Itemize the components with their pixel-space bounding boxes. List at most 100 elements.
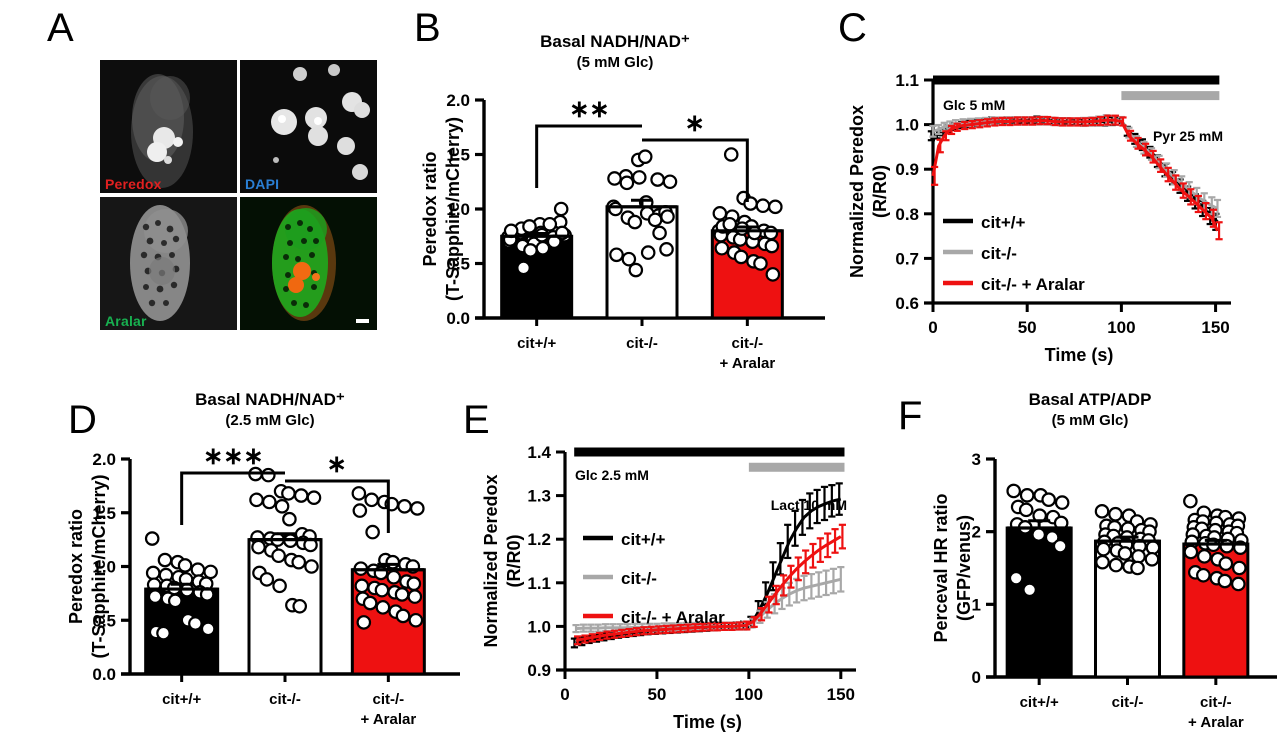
data-point [1108,557,1124,573]
panel-f-label: F [898,394,923,438]
data-point [291,554,307,570]
data-point [1008,570,1024,586]
data-point [1117,546,1133,561]
y-axis-title: Peredox ratio [66,509,86,624]
significance-bracket [535,124,642,188]
data-point [386,569,402,585]
y-tick-label: 1.2 [527,530,551,549]
y-tick-label: 0.6 [895,294,919,313]
data-point [188,616,203,631]
y-tick-label: 0.0 [446,309,470,328]
data-point [764,238,780,254]
data-point [274,499,290,514]
data-point [200,621,216,637]
data-point [1022,582,1037,598]
data-point [1144,551,1160,567]
y-tick-label: 2 [972,523,981,542]
data-point [1054,495,1070,510]
data-point [712,206,728,221]
panel-e-label: E [463,398,490,442]
y-tick-label: 0.5 [92,611,116,630]
data-point [621,251,637,267]
y-tick-label: 1.4 [527,443,551,462]
data-point [1006,483,1021,499]
data-point [1041,492,1056,507]
data-point [628,262,644,278]
panel-a-label: A [47,6,74,50]
data-point [608,201,623,217]
panel-d-title: Basal NADH/NAD⁺ [195,390,345,409]
data-point [747,225,762,241]
data-point [156,625,171,641]
y-tick-label: 1.5 [446,146,470,165]
y-tick-label: 1.1 [527,574,551,593]
treatment-bar-1 [748,462,845,472]
data-point [662,174,678,190]
category-label: cit+/+ [1020,694,1059,711]
data-point [157,552,173,568]
category-label: cit-/- [731,335,763,352]
significance-marker: ∗ [685,110,705,137]
aralar-mito-render [100,197,237,330]
category-label: cit-/- [372,691,404,708]
legend-label-1: cit-/- [981,244,1017,263]
data-point [374,582,390,598]
data-point [292,598,308,614]
micro-image-dapi: DAPI [240,60,377,193]
data-point [397,499,412,514]
micro-label-aralar: Aralar [105,313,147,329]
data-point [408,612,424,628]
data-point [733,249,749,265]
legend-label-2: cit-/- + Aralar [621,608,725,627]
data-point [637,149,653,164]
data-point [1095,554,1110,570]
svg-f-root: 0 1 2 3 cit+/+ cit-/- cit-/- + Aralar Perceval H… [931,450,1277,731]
y-axis-title-2: (R/R0) [504,534,524,587]
data-point [627,214,643,230]
x-tick-label: 50 [1018,318,1037,337]
data-point [753,256,768,271]
data-point [394,587,410,602]
y-tick-label: 0.0 [92,665,116,684]
data-point [1217,573,1233,589]
category-label-2: + Aralar [1188,714,1244,731]
data-point [660,209,675,224]
data-point [1130,560,1145,576]
data-point [395,608,411,624]
data-point [1231,576,1246,592]
data-point [650,172,665,187]
data-point [362,595,378,611]
category-label: cit+/+ [517,335,556,352]
data-point [406,576,422,591]
y-axis-title-2: (T-Sapphire/mCherry) [89,474,109,658]
data-point [714,240,730,256]
significance-marker: ∗∗ [569,96,609,123]
treatment-bar-0 [933,75,1220,85]
data-point [1197,549,1212,564]
series-line-2 [931,118,1219,232]
y-axis-title-2: (T-Sapphire/mCherry) [443,117,463,301]
panel-c-label: C [838,6,867,50]
panel-b-subtitle: (5 mM Glc) [576,54,654,71]
data-point [542,216,558,232]
data-point [1183,493,1198,509]
category-label: cit-/- [1112,694,1144,711]
data-point [1094,504,1110,519]
data-point [352,503,368,518]
data-point [535,240,551,256]
data-point [659,242,674,257]
data-point [259,572,275,587]
treatment-bar-label: Glc 5 mM [943,97,1005,113]
data-point [147,589,163,604]
y-tick-label: 3 [972,450,981,469]
legend-label-1: cit-/- [621,569,657,588]
y-tick-label: 0.8 [895,205,919,224]
data-point [281,486,296,501]
significance-bracket [285,479,390,533]
panel-d-label: D [68,398,97,442]
micro-image-merge [240,197,377,330]
data-point [722,216,738,232]
data-point [768,199,783,215]
panel-c-plot: 0.6 0.7 0.8 0.9 1.0 1.1 0 50 100 150 Glc 5 mM Pyr 2… [847,71,1231,365]
